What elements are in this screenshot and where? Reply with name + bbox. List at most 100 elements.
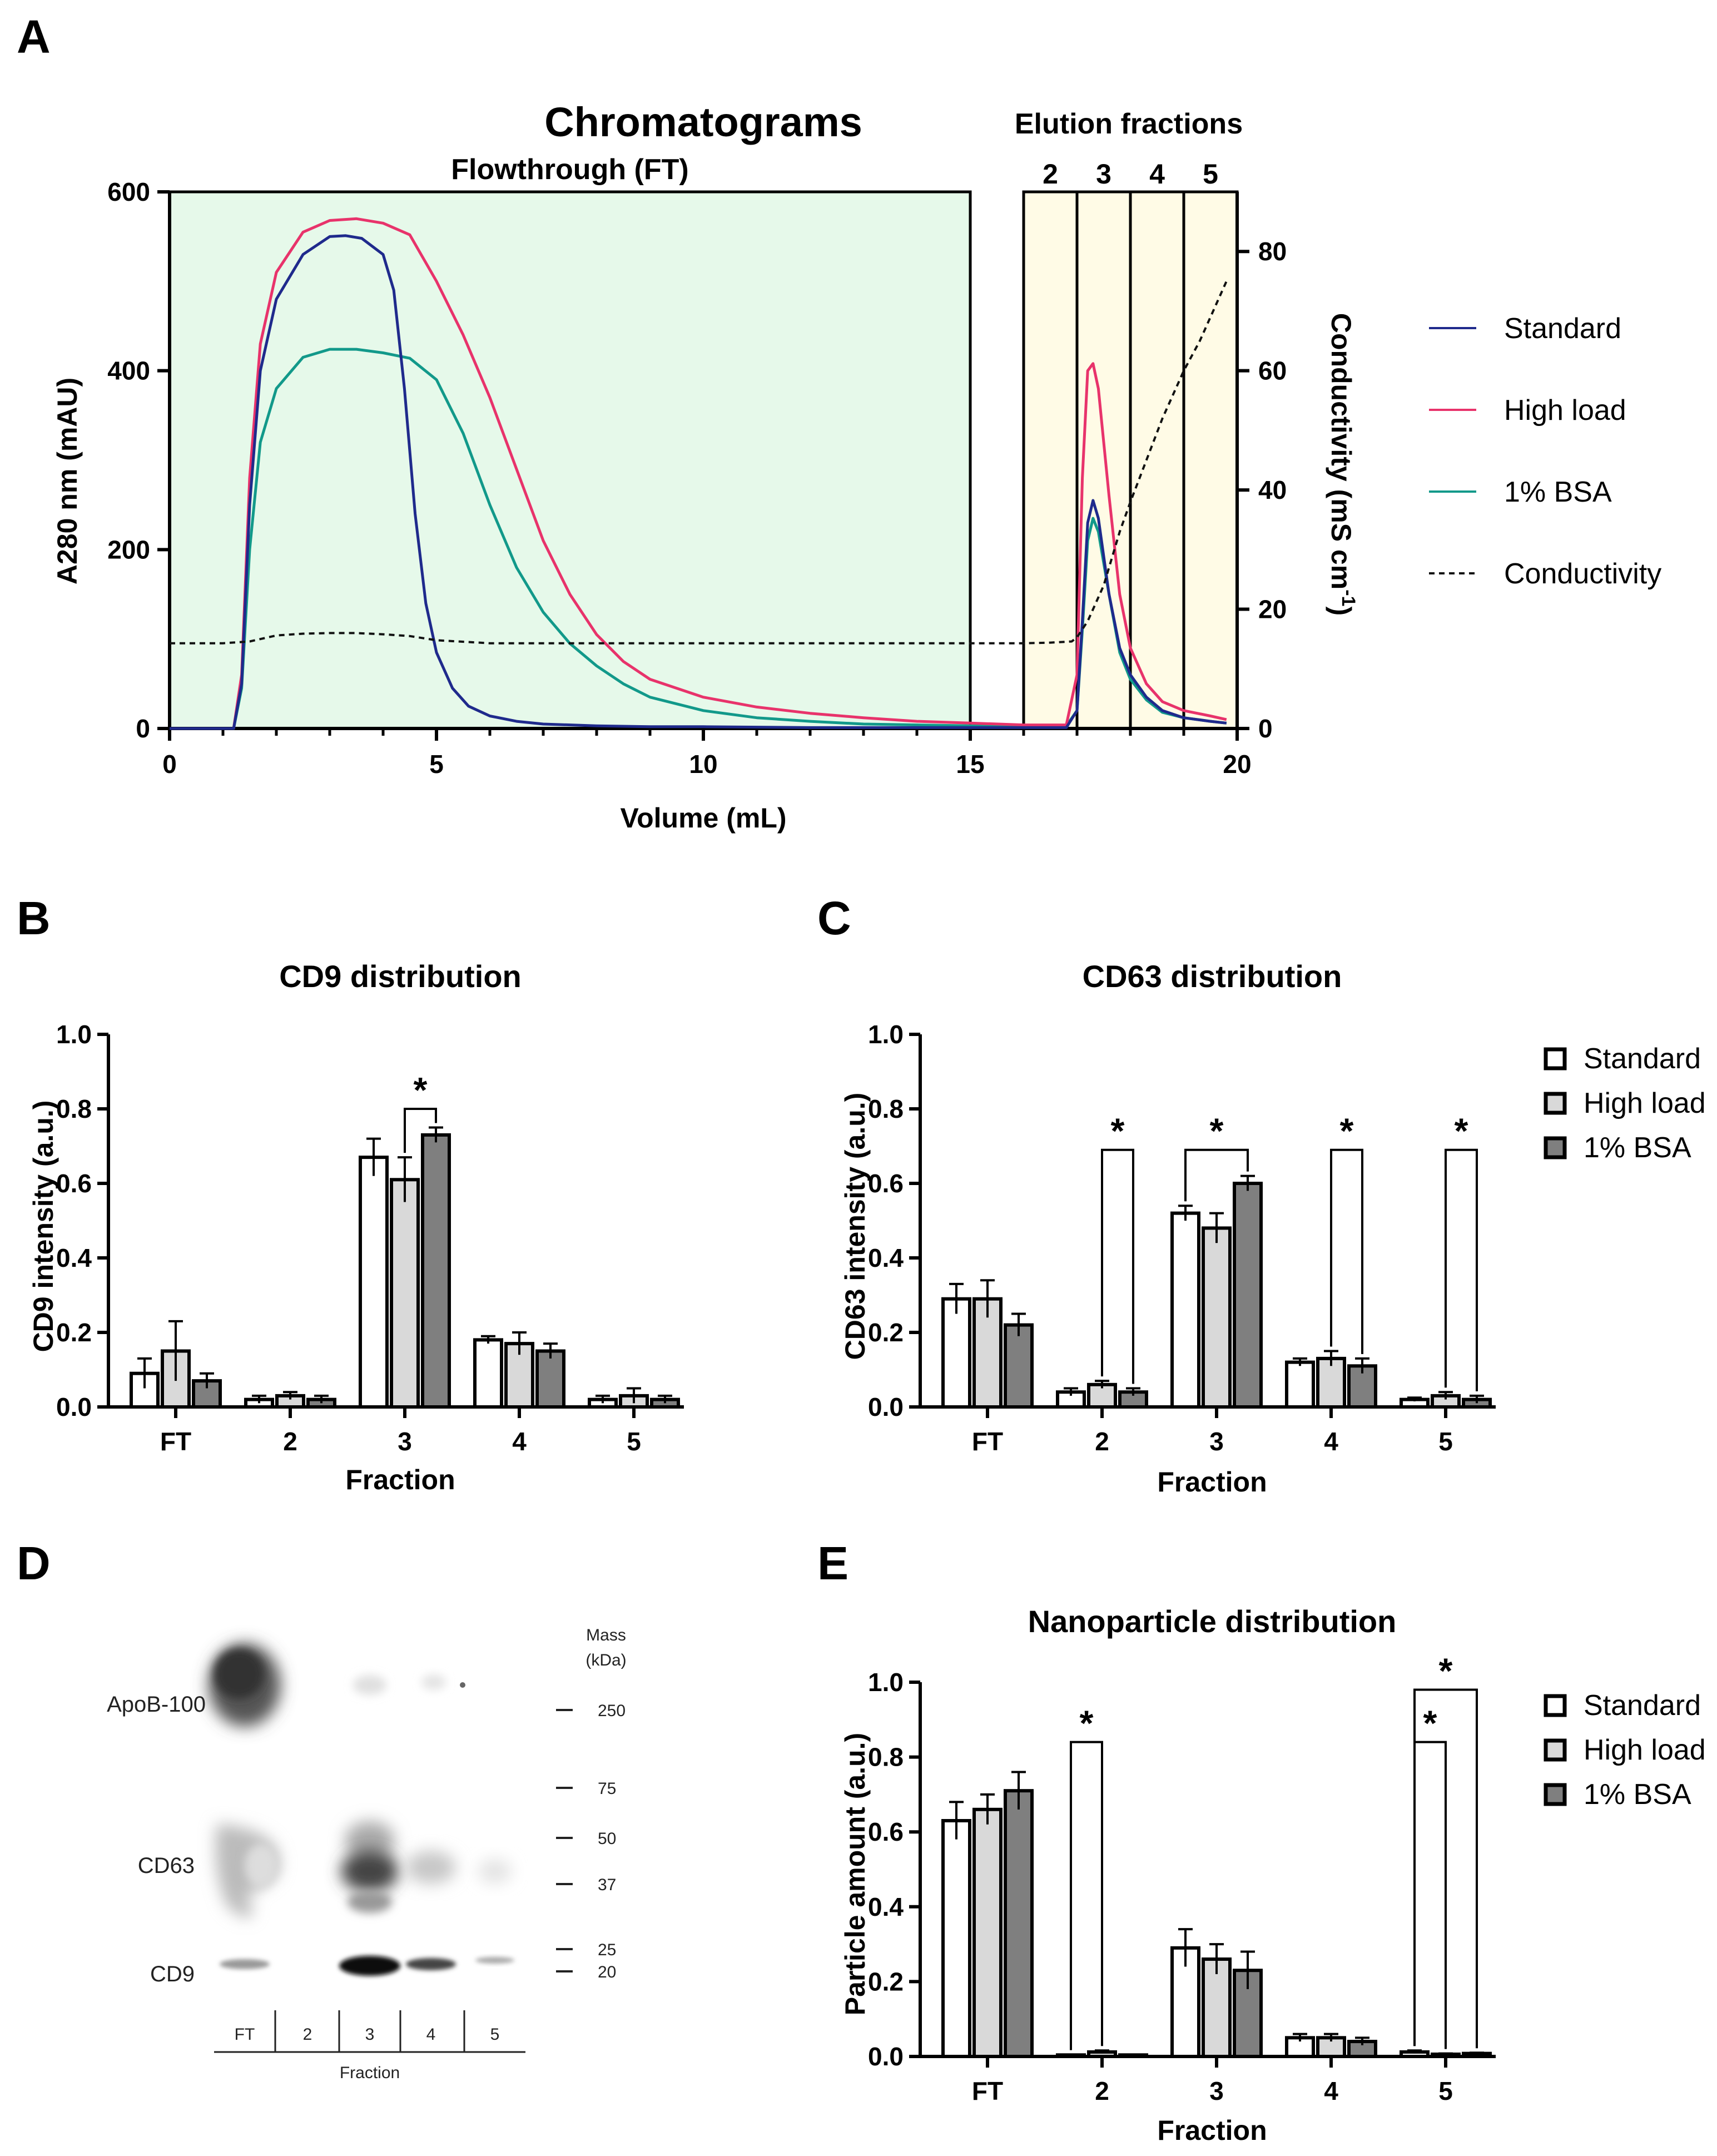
bar-1-bsa	[1004, 1789, 1034, 2058]
lane-labels: FT 2 3 4 5	[214, 2010, 525, 2053]
y-tick-label: 0.0	[868, 2042, 904, 2071]
fraction-label: 3	[1096, 158, 1111, 190]
fraction-label: 2	[1043, 158, 1058, 190]
chromatogram-series	[170, 217, 1228, 730]
legend-swatch	[1544, 1783, 1567, 1806]
y-tick-label: 0.8	[868, 1743, 904, 1772]
y-tick-label: 0.4	[868, 1892, 904, 1921]
mass-markers: 250 75 50 37 25 20	[556, 1702, 626, 1981]
significance-bracket	[1184, 1148, 1249, 1202]
x-tick-label: FT	[972, 1427, 1003, 1456]
legend-label: Standard	[1584, 1689, 1701, 1722]
cd63-distribution-panel: CD63 distribution 0.0 0.2 0.4 0.6 0.8 1.0 FT 2 3…	[840, 959, 1706, 1498]
flowthrough-label: Flowthrough (FT)	[451, 153, 688, 186]
significance-bracket	[1445, 1148, 1478, 1391]
mass-title: Mass	[586, 1626, 626, 1644]
legend-swatch	[1544, 1694, 1567, 1717]
y-tick-label: 0.2	[56, 1318, 92, 1347]
y2-tick-label: 60	[1258, 356, 1287, 385]
lane-label: 5	[490, 2025, 500, 2044]
cd9-band-ft	[220, 1959, 270, 1969]
significance-star: *	[1423, 1703, 1437, 1743]
y-tick-label: 1.0	[56, 1020, 92, 1049]
mass-unit: (kDa)	[585, 1651, 626, 1669]
bar-standard	[1285, 2036, 1315, 2059]
significance-star: *	[1111, 1111, 1125, 1151]
cd9-band-4	[406, 1958, 456, 1970]
y-tick-label: 0.6	[868, 1169, 904, 1198]
apob-label: ApoB-100	[107, 1692, 206, 1717]
x-tick-label: 3	[398, 1427, 412, 1456]
mass-marker-label: 20	[598, 1963, 616, 1981]
y2-tick-label: 80	[1258, 237, 1287, 266]
y-tick-label: 0	[136, 714, 150, 743]
y-tick-label: 0.6	[868, 1817, 904, 1846]
significance-star: *	[1340, 1111, 1354, 1151]
cd9-chart-title: CD9 distribution	[279, 959, 522, 994]
legend-swatch	[1544, 1136, 1567, 1159]
lane-label: 3	[365, 2025, 375, 2044]
x-tick-label: 20	[1223, 750, 1251, 779]
apob-speck	[460, 1682, 465, 1688]
y2-axis-title-close: )	[1326, 606, 1357, 616]
x-tick-label: 5	[1438, 1427, 1453, 1456]
flowthrough-region	[168, 190, 972, 730]
x-axis-title: Volume (mL)	[620, 802, 786, 834]
panel-letter-d: D	[17, 1537, 51, 1589]
y-tick-label: 0.2	[868, 1318, 904, 1347]
mass-marker-label: 75	[598, 1780, 616, 1798]
absorbance-axis: 0 200 400 600	[107, 177, 171, 743]
x-tick-label: 3	[1209, 2076, 1224, 2105]
y-axis-title: A280 nm (mAU)	[52, 378, 83, 584]
cd63-band-ft-inner	[245, 1843, 278, 1888]
bar-standard	[1170, 1211, 1200, 1409]
legend-swatch	[1544, 1047, 1567, 1070]
nanoparticle-legend: Standard High load 1% BSA	[1544, 1689, 1706, 1811]
fraction-labels: 2 3 4 5	[1043, 158, 1218, 190]
significance-star: *	[1439, 1651, 1453, 1691]
bar-high-load	[390, 1178, 420, 1409]
nanoparticle-distribution-panel: Nanoparticle distribution 0.0 0.2 0.4 0.6 0.…	[840, 1604, 1706, 2146]
cd63-chart-title: CD63 distribution	[1083, 959, 1342, 994]
significance-star: *	[1455, 1111, 1468, 1151]
bar-standard	[1285, 1360, 1315, 1409]
cd63-legend: Standard High load 1% BSA	[1544, 1043, 1706, 1164]
x-tick-label: FT	[972, 2076, 1003, 2105]
y-tick-label: 0.0	[868, 1392, 904, 1421]
chromatogram-panel: Chromatograms Flowthrough (FT) Elution f…	[52, 99, 1661, 834]
legend-label: Standard	[1504, 313, 1621, 345]
x-tick-label: 2	[1095, 1427, 1109, 1456]
mass-marker-label: 50	[598, 1830, 616, 1848]
cd63-band-3	[341, 1850, 399, 1892]
x-tick-label: 2	[1095, 2076, 1109, 2105]
nanoparticle-y-axis-title: Particle amount (a.u.)	[840, 1733, 871, 2015]
mass-marker-label: 250	[598, 1702, 626, 1720]
cd9-band-3	[339, 1956, 400, 1976]
x-tick-label: 4	[1324, 2076, 1338, 2105]
nanoparticle-x-axis-title: Fraction	[1157, 2115, 1267, 2146]
cd9-x-axis-title: Fraction	[345, 1464, 455, 1495]
fraction-label: 5	[1203, 158, 1218, 190]
fraction-label: 4	[1149, 158, 1165, 190]
lane-label: FT	[235, 2025, 255, 2044]
y-tick-label: 0.0	[56, 1392, 92, 1421]
legend-label: 1% BSA	[1504, 476, 1612, 508]
y2-axis-title-exponent: -1	[1338, 589, 1359, 606]
significance-bracket	[404, 1108, 437, 1153]
conductivity-axis: 0 20 40 60 80	[1235, 192, 1287, 743]
bar-1-bsa	[421, 1133, 451, 1409]
legend-label: Standard	[1584, 1043, 1701, 1075]
significance-bracket	[1070, 1741, 1103, 2050]
cd9-band-5	[475, 1957, 514, 1964]
x-tick-label: 0	[162, 750, 177, 779]
panel-letter-c: C	[817, 892, 851, 944]
cd63-band-3-upper	[345, 1821, 395, 1860]
significance-bracket	[1101, 1148, 1134, 1384]
y-tick-label: 200	[107, 535, 150, 564]
y2-axis-title: Conductivity (mS cm-1)	[1326, 313, 1359, 616]
y-tick-label: 1.0	[868, 1668, 904, 1697]
bar-1-bsa	[1004, 1323, 1034, 1409]
legend-label: 1% BSA	[1584, 1132, 1691, 1164]
series-line-conductivity	[170, 280, 1228, 645]
volume-axis: 0 5 10 15 20	[162, 727, 1252, 779]
